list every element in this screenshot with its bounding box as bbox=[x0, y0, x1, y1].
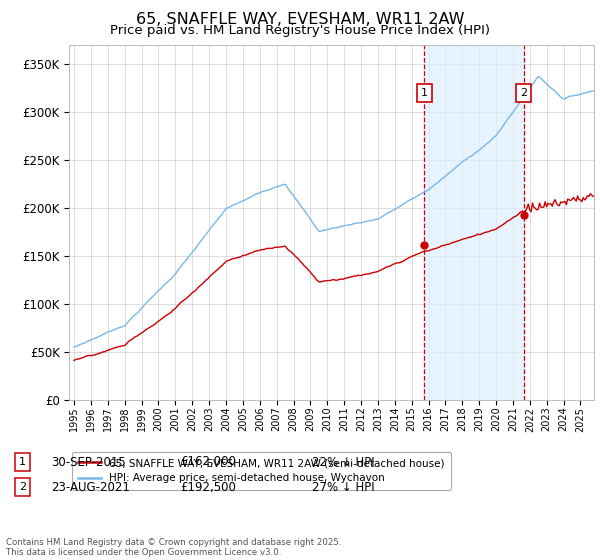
Text: 22% ↓ HPI: 22% ↓ HPI bbox=[312, 455, 374, 469]
Legend: 65, SNAFFLE WAY, EVESHAM, WR11 2AW (semi-detached house), HPI: Average price, se: 65, SNAFFLE WAY, EVESHAM, WR11 2AW (semi… bbox=[71, 452, 451, 489]
Text: 1: 1 bbox=[421, 88, 428, 98]
Text: 65, SNAFFLE WAY, EVESHAM, WR11 2AW: 65, SNAFFLE WAY, EVESHAM, WR11 2AW bbox=[136, 12, 464, 27]
Text: £162,000: £162,000 bbox=[180, 455, 236, 469]
Text: 23-AUG-2021: 23-AUG-2021 bbox=[51, 480, 130, 494]
Text: £192,500: £192,500 bbox=[180, 480, 236, 494]
Text: Contains HM Land Registry data © Crown copyright and database right 2025.
This d: Contains HM Land Registry data © Crown c… bbox=[6, 538, 341, 557]
Text: 30-SEP-2015: 30-SEP-2015 bbox=[51, 455, 126, 469]
Text: 2: 2 bbox=[19, 482, 26, 492]
Text: 2: 2 bbox=[520, 88, 527, 98]
Text: 1: 1 bbox=[19, 457, 26, 467]
Bar bbox=[424, 45, 524, 400]
Text: Price paid vs. HM Land Registry's House Price Index (HPI): Price paid vs. HM Land Registry's House … bbox=[110, 24, 490, 36]
Text: 27% ↓ HPI: 27% ↓ HPI bbox=[312, 480, 374, 494]
